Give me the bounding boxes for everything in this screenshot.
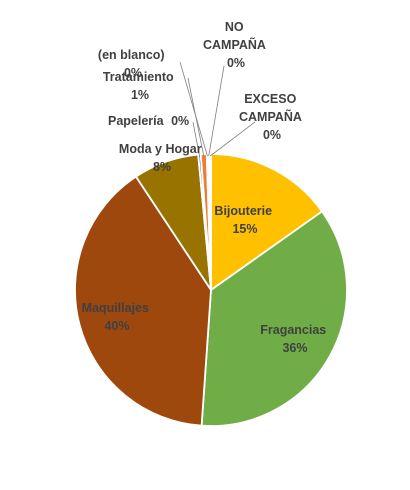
leader-lines [179,61,256,157]
label-maquillajes-name: Maquillajes [82,301,149,315]
label-fragancias-pct: 36% [282,341,307,355]
leader-line-8 [209,121,256,157]
label-maquillajes-pct: 40% [104,319,129,333]
label-exceso-campana-pct: 0% [263,128,281,142]
pie-slice-fragancias [200,210,348,427]
label-papeleria: Papelería 0% [108,114,189,128]
label-no-campana: NO CAMPAÑA 0% [203,20,269,70]
label-bijouterie-name: Bijouterie [214,204,272,218]
label-tratamiento: Tratamiento 1% [103,70,177,102]
label-bijouterie: Bijouterie 15% [214,204,275,236]
label-en-blanco-name: (en blanco) [98,48,165,62]
label-en-blanco-pct: 0% [124,66,142,80]
label-bijouterie-pct: 15% [232,222,257,236]
label-papeleria-pct: 0% [171,114,189,128]
leader-line-6 [179,61,208,157]
label-fragancias-name: Fragancias [260,323,326,337]
pie-slice-bijouterie [210,153,323,291]
slice-labels: Bijouterie 15% Fragancias 36% Maquillaje… [82,20,330,355]
label-papeleria-name: Papelería [108,114,165,128]
label-moda-hogar-pct: 8% [153,160,171,174]
label-no-campana-line2: CAMPAÑA [203,37,266,52]
label-tratamiento-pct: 1% [131,88,149,102]
leader-line-7 [208,65,225,157]
label-exceso-campana-line1: EXCESO [244,92,296,106]
label-moda-hogar-name: Moda y Hogar [119,142,202,156]
pie-slices [74,153,348,427]
label-exceso-campana-line2: CAMPAÑA [239,109,302,124]
label-no-campana-pct: 0% [227,56,245,70]
label-no-campana-line1: NO [225,20,244,34]
leader-line-4 [192,121,200,157]
label-exceso-campana: EXCESO CAMPAÑA 0% [239,92,305,142]
label-fragancias: Fragancias 36% [260,323,330,355]
label-tratamiento-name: Tratamiento [103,70,174,84]
label-maquillajes: Maquillajes 40% [82,301,153,333]
label-en-blanco: (en blanco) 0% [98,48,168,80]
label-moda-hogar: Moda y Hogar 8% [119,142,205,174]
